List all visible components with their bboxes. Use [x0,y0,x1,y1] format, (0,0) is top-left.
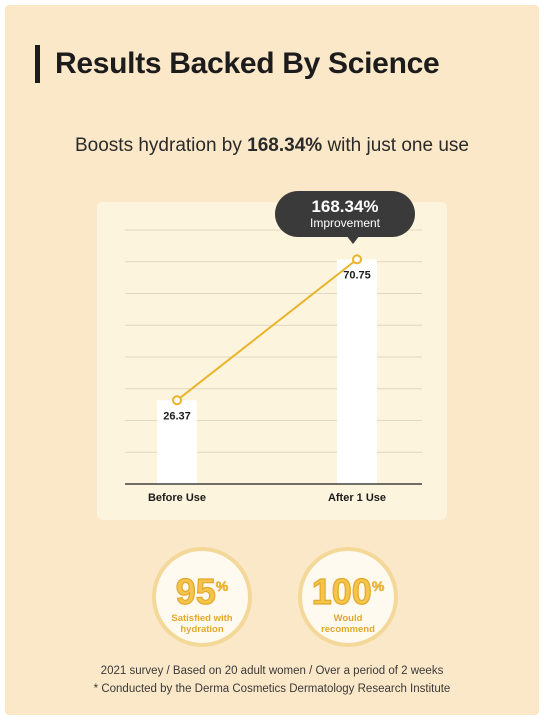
footnote-institute: * Conducted by the Derma Cosmetics Derma… [93,683,451,695]
category-label-1: Before Use [148,492,206,504]
data-label-1: 26.37 [163,410,191,422]
badge-label: Improvement [309,216,381,230]
chart-card: 26.37 70.75 Before Use After 1 Use [97,202,447,520]
footnote-survey: 2021 survey / Based on 20 adult women / … [100,665,444,677]
stat-unit: % [371,578,385,595]
stat-label-line1: Would [333,613,363,624]
stat-label-line2: hydration [180,624,224,635]
heading-accent-bar [35,45,40,83]
subtitle-highlight: 168.34% [247,135,323,156]
subtitle-prefix: Boosts hydration by [75,135,248,156]
category-label-2: After 1 Use [328,492,386,504]
stat-number: 95% [156,567,248,611]
bar-1 [157,400,197,484]
page-title: Results Backed By Science [55,47,440,80]
stat-label-line2: recommend [321,624,375,635]
stat-number-value: 100 [311,571,372,612]
subtitle: Boosts hydration by 168.34% with just on… [5,135,539,157]
badge-pointer [346,235,360,244]
stat-label-line1: Satisfied with [171,613,233,624]
stat-recommend: 100% Would recommend [298,547,398,647]
hydration-chart: 26.37 70.75 Before Use After 1 Use [125,229,422,504]
data-point-1 [172,395,182,406]
improvement-badge: 168.34% Improvement [275,191,415,237]
stat-label: Would recommend [302,613,394,635]
series-line [176,258,358,402]
stat-number-value: 95 [175,571,216,612]
poster-background: Results Backed By Science Boosts hydrati… [5,5,539,715]
stat-label: Satisfied with hydration [156,613,248,635]
stat-satisfied: 95% Satisfied with hydration [152,547,252,647]
data-point-2 [352,254,362,265]
stat-number: 100% [302,567,394,611]
data-label-2: 70.75 [343,269,371,281]
stat-unit: % [215,578,229,595]
badge-value: 168.34% [311,197,379,216]
subtitle-suffix: with just one use [322,135,469,156]
bar-2 [337,259,377,484]
